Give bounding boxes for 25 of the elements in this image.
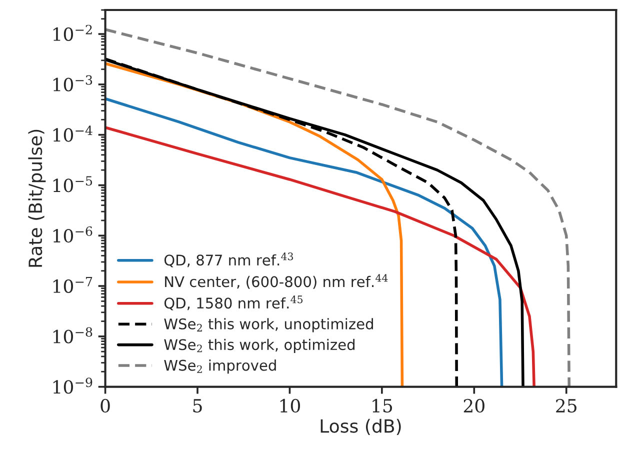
legend-label: WSe$_{2}$ improved [164, 360, 276, 374]
line-series [105, 126, 536, 387]
x-axis-title: Loss (dB) [320, 418, 401, 435]
y-tick-label: 10$^{−9}$ [53, 378, 92, 394]
legend-label: NV center, (600-800) nm ref.$^{44}$ [165, 274, 388, 289]
x-tick-label: 15 [372, 398, 392, 413]
y-tick-label: 10$^{−6}$ [53, 226, 92, 243]
legend-label: QD, 877 nm ref.$^{43}$ [164, 252, 293, 268]
y-tick-label: 10$^{−3}$ [53, 75, 92, 92]
legend-label: QD, 1580 nm ref.$^{45}$ [164, 296, 303, 310]
y-axis-title: Rate (Bit/pulse) [28, 130, 46, 267]
x-tick-label: 20 [464, 398, 484, 413]
y-tick-label: 10$^{−7}$ [53, 276, 92, 294]
y-tick-label: 10$^{−5}$ [53, 176, 92, 192]
x-tick-label: 10 [280, 398, 300, 413]
x-tick-label: 5 [193, 399, 202, 413]
legend-label: WSe$_{2}$ this work, unoptimized [164, 318, 373, 332]
y-tick-label: 10$^{−8}$ [53, 327, 92, 344]
y-tick-label: 10$^{−2}$ [53, 24, 92, 42]
line-series [105, 97, 504, 387]
x-tick-label: 0 [100, 398, 110, 413]
x-tick-label: 25 [556, 398, 576, 413]
y-tick-label: 10$^{−4}$ [53, 126, 92, 142]
legend-label: WSe$_{2}$ this work, optimized [164, 338, 354, 353]
line-series [105, 28, 571, 387]
